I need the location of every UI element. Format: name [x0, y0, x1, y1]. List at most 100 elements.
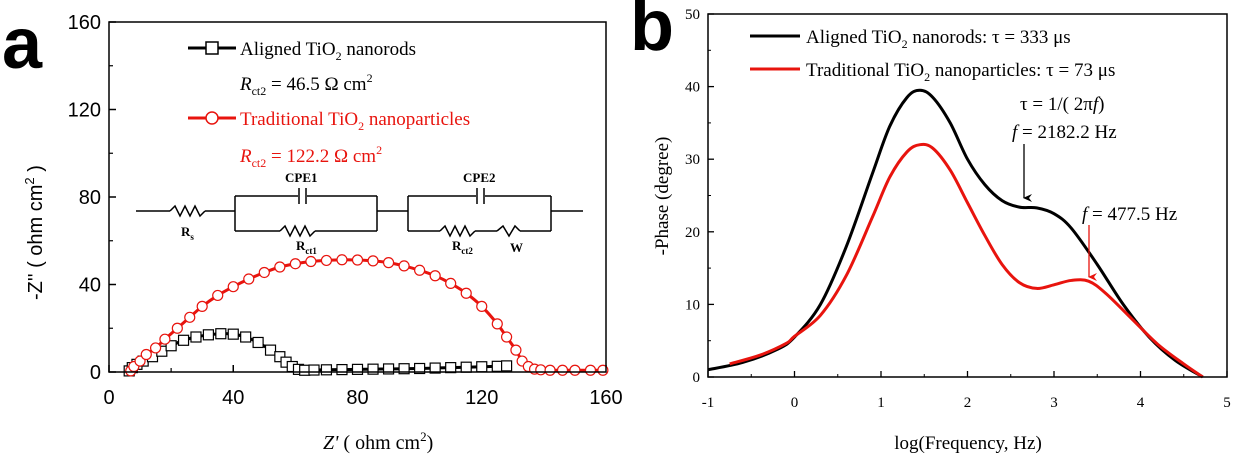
rct2-resistor	[439, 224, 476, 238]
a-data-point-circle	[149, 342, 162, 354]
circuit-cpe1-label: CPE1	[285, 170, 318, 185]
a-data-point-circle	[243, 273, 255, 285]
a-ytick-label: 0	[90, 362, 101, 384]
annotation-f2: f = 477.5 Hz	[1082, 204, 1177, 225]
panel-a-xlabel: Z' ( ohm cm2)	[323, 429, 433, 454]
a-data-point-circle	[351, 254, 364, 266]
b-ytick-label: 10	[685, 297, 700, 313]
b-xtick-label: 0	[791, 395, 799, 411]
a-data-point-square	[351, 363, 364, 375]
panel-b-label: b	[630, 0, 674, 66]
a-data-point-circle	[184, 311, 196, 323]
b-xtick-label: 1	[877, 395, 885, 411]
circuit-rct2-label: Rct2	[452, 238, 473, 256]
a-data-point-circle	[584, 364, 597, 376]
equivalent-circuit	[136, 188, 583, 238]
a-data-point-square	[336, 363, 348, 376]
b-series-line-0	[707, 88, 1204, 379]
legend-traditional-rct2: Rct2 = 122.2 Ω cm2	[239, 143, 382, 170]
panel-a-label: a	[2, 4, 43, 84]
a-data-point-circle	[414, 264, 426, 276]
legend-traditional-marker	[205, 111, 219, 125]
b-ytick-label: 50	[685, 7, 700, 23]
legend-aligned-label: Aligned TiO2 nanorods	[240, 39, 416, 63]
panel-a-tick-labels: 0 40 80 120 160 0 40 80 120 160	[68, 12, 623, 409]
b-ytick-label: 40	[685, 80, 700, 96]
legend-b-traditional-label: Traditional TiO2 nanoparticles: τ = 73 μ…	[806, 60, 1115, 84]
a-data-point-circle	[429, 270, 441, 282]
a-data-point-circle	[476, 300, 488, 312]
circuit-rs-label: Rs	[181, 224, 194, 242]
a-data-point-circle	[367, 255, 379, 267]
b-xtick-label: 4	[1137, 395, 1145, 411]
b-series-line-1	[729, 142, 1204, 379]
a-data-point-square	[491, 360, 503, 372]
a-data-point-square	[264, 344, 277, 356]
a-series-line-1	[129, 258, 603, 372]
panel-a: a 0 40 80 120 160 0 40 80 120 160 Z' ( ohm cm2) -…	[2, 4, 623, 454]
warburg-element	[496, 224, 521, 238]
a-xtick-label: 80	[346, 387, 368, 409]
a-data-point-circle	[258, 266, 270, 279]
a-data-point-square	[299, 364, 311, 376]
a-data-point-square	[382, 363, 395, 375]
b-xtick-label: -1	[702, 395, 715, 411]
a-data-point-square	[252, 336, 264, 349]
panel-b-ylabel: -Phase (degree)	[652, 137, 673, 256]
a-ytick-label: 120	[68, 100, 101, 122]
a-data-point-square	[367, 363, 379, 375]
circuit-rct1-label: Rct1	[296, 238, 317, 256]
a-xtick-label: 160	[589, 387, 622, 409]
a-data-point-square	[429, 362, 441, 374]
a-data-point-square	[240, 331, 252, 343]
panel-a-plot-frame	[108, 21, 607, 373]
panel-b-xlabel: log(Frequency, Hz)	[894, 433, 1042, 454]
b-ytick-label: 0	[693, 370, 701, 386]
rct1-resistor	[279, 224, 316, 238]
b-xtick-label: 3	[1050, 395, 1058, 411]
panel-a-legend: Aligned TiO2 nanorods Rct2 = 46.5 Ω cm2 …	[188, 39, 470, 170]
a-ytick-label: 80	[79, 187, 101, 209]
a-data-point-square	[165, 340, 177, 352]
legend-b-aligned-label: Aligned TiO2 nanorods: τ = 333 μs	[806, 27, 1071, 51]
a-data-point-circle	[460, 287, 472, 299]
a-data-point-circle	[171, 322, 183, 334]
a-data-point-square	[445, 362, 457, 374]
a-data-point-square	[320, 364, 333, 376]
a-data-point-circle	[556, 364, 569, 376]
annotation-f1: f = 2182.2 Hz	[1012, 122, 1117, 143]
a-data-point-circle	[336, 254, 348, 266]
panel-b-legend: Aligned TiO2 nanorods: τ = 333 μs Tradit…	[750, 27, 1115, 84]
a-data-point-square	[414, 362, 426, 375]
circuit-w-label: W	[510, 240, 523, 255]
a-ytick-label: 40	[79, 275, 101, 297]
a-data-point-circle	[140, 348, 152, 361]
b-ytick-label: 20	[685, 225, 700, 241]
a-xtick-label: 0	[103, 387, 114, 409]
a-data-point-square	[190, 331, 202, 343]
a-data-point-circle	[274, 261, 286, 273]
a-data-point-square	[460, 361, 472, 373]
a-xtick-label: 40	[222, 387, 244, 409]
circuit-cpe2-label: CPE2	[463, 170, 496, 185]
a-data-point-square	[308, 364, 320, 376]
a-data-point-circle	[212, 289, 224, 302]
b-ytick-label: 30	[685, 152, 700, 168]
a-data-point-circle	[569, 364, 581, 376]
panel-b-series	[707, 88, 1204, 379]
a-data-point-circle	[398, 260, 410, 272]
a-xtick-label: 120	[465, 387, 498, 409]
panel-a-ylabel: -Z'' ( ohm cm2 )	[22, 165, 47, 300]
b-xtick-label: 5	[1223, 395, 1231, 411]
a-data-point-circle	[382, 257, 395, 269]
a-data-point-circle	[510, 344, 522, 356]
a-data-point-circle	[305, 255, 317, 268]
a-data-point-square	[398, 363, 410, 375]
a-data-point-circle	[544, 364, 556, 376]
b-xtick-label: 2	[964, 395, 972, 411]
a-data-point-square	[227, 328, 239, 340]
a-data-point-circle	[196, 300, 208, 312]
